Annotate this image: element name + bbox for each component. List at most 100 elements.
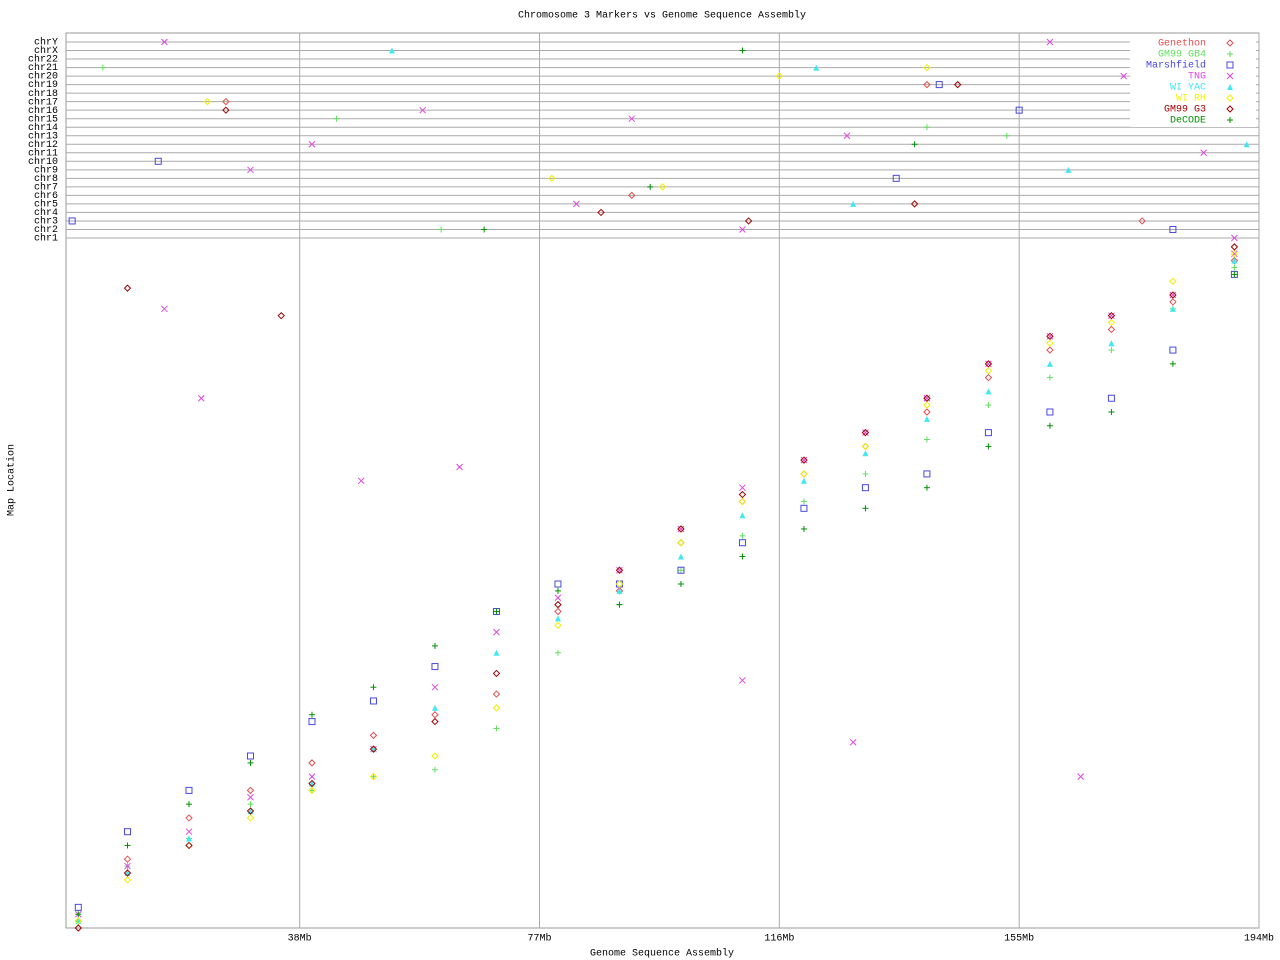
marker (431, 711, 439, 719)
y-category-label: chr20 (28, 71, 58, 83)
marker (923, 436, 930, 443)
marker (1077, 773, 1085, 780)
marker (308, 711, 315, 718)
marker (308, 718, 316, 726)
marker (1231, 250, 1238, 258)
y-category-label: chrX (34, 45, 58, 57)
y-category-label: chr1 (34, 233, 58, 245)
marker (800, 470, 808, 478)
marker (246, 786, 255, 795)
marker (185, 814, 193, 822)
marker (493, 649, 500, 656)
marker-stroke (197, 394, 205, 402)
marker (493, 628, 500, 636)
y-category-label: chr5 (34, 199, 58, 211)
marker-stroke (616, 566, 623, 574)
legend-label: GM99 GB4 (1158, 50, 1206, 61)
x-tick-label: 38Mb (288, 933, 312, 945)
marker (124, 842, 131, 849)
marker (677, 581, 684, 587)
marker (481, 226, 488, 233)
marker-stroke (161, 38, 168, 46)
marker (1046, 38, 1054, 46)
marker (456, 463, 463, 471)
marker (154, 157, 162, 165)
marker (850, 200, 857, 207)
marker (123, 876, 132, 884)
marker-stroke (185, 828, 193, 836)
marker (246, 807, 255, 815)
marker-stroke (247, 793, 254, 801)
marker (616, 566, 623, 574)
marker (628, 115, 636, 123)
marker (369, 745, 378, 753)
y-category-label: chr11 (28, 147, 58, 159)
marker (308, 787, 315, 794)
marker (1108, 347, 1115, 354)
marker (615, 566, 624, 574)
marker-stroke (843, 132, 851, 140)
y-category-label: chr19 (28, 79, 58, 91)
marker-stroke (1046, 38, 1054, 46)
marker (246, 814, 255, 822)
marker (800, 470, 808, 478)
y-category-label: chr21 (28, 62, 58, 74)
marker (861, 428, 870, 437)
marker-stroke (431, 683, 439, 691)
marker (1169, 225, 1177, 233)
marker (1107, 311, 1116, 320)
y-category-label: chr2 (34, 224, 58, 236)
marker (647, 183, 654, 190)
y-category-label: chrY (34, 37, 58, 49)
marker (677, 539, 685, 547)
marker (308, 779, 316, 788)
marker (985, 443, 992, 450)
marker (554, 607, 562, 616)
marker (247, 793, 254, 801)
y-category-label: chr3 (34, 216, 58, 228)
marker (1108, 340, 1115, 347)
marker (185, 841, 193, 850)
marker (1015, 106, 1023, 114)
marker-stroke (923, 394, 931, 402)
marker (923, 124, 930, 131)
marker (554, 587, 561, 594)
marker (1231, 257, 1238, 264)
marker (677, 566, 685, 574)
marker (222, 106, 230, 114)
marker (1120, 72, 1128, 80)
marker (1226, 105, 1234, 113)
marker-stroke (573, 200, 580, 208)
marker (923, 470, 931, 478)
marker (185, 828, 193, 836)
y-category-label: chr10 (28, 156, 58, 168)
marker (985, 360, 992, 368)
marker (74, 924, 83, 932)
marker (910, 200, 919, 208)
marker (431, 752, 439, 760)
marker (984, 367, 993, 375)
marker (308, 773, 316, 780)
marker (1227, 51, 1233, 57)
marker (862, 429, 869, 436)
marker (492, 704, 501, 712)
marker-stroke (677, 525, 685, 533)
marker (738, 539, 746, 547)
marker (99, 64, 106, 71)
marker (739, 484, 746, 492)
marker-stroke (308, 140, 316, 148)
marker (985, 388, 992, 395)
marker (984, 429, 992, 437)
marker (739, 512, 746, 519)
marker (222, 97, 230, 106)
marker (800, 456, 808, 464)
marker (861, 442, 870, 451)
marker (1226, 72, 1234, 80)
marker (1046, 332, 1054, 340)
y-category-label: chr8 (34, 173, 58, 185)
x-tick-label: 155Mb (1004, 933, 1034, 945)
marker (1046, 339, 1054, 347)
y-category-label: chr9 (34, 164, 58, 176)
marker-stroke (124, 862, 131, 870)
